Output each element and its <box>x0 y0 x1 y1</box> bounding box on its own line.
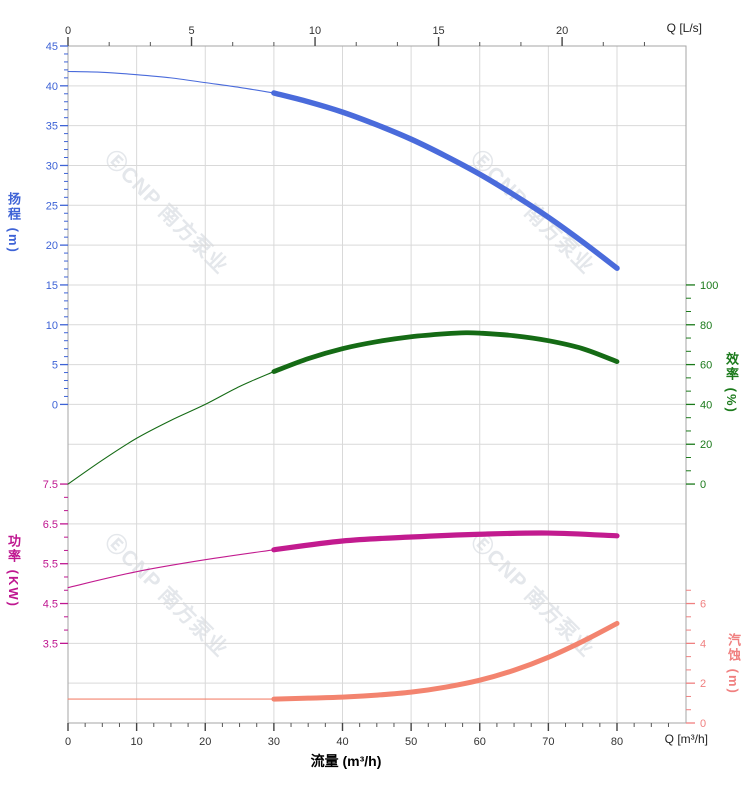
gridlines <box>68 46 686 723</box>
head-tick-label: 0 <box>52 399 58 411</box>
top-axis-unit: Q [L/s] <box>666 21 702 35</box>
head-tick-label: 35 <box>46 121 58 133</box>
power-tick-label: 3.5 <box>43 638 58 650</box>
eff-tick-label: 0 <box>700 479 706 491</box>
top-tick-label: 5 <box>188 25 194 37</box>
head-curve <box>67 70 620 271</box>
eff-axis: 100 80 60 40 20 0 <box>686 280 718 491</box>
power-curve-thick <box>271 530 620 553</box>
eff-tick-label: 60 <box>700 360 712 372</box>
bottom-axis: 0 10 20 30 40 50 60 70 80 <box>65 723 669 748</box>
head-tick-label: 40 <box>46 81 58 93</box>
top-axis: 0 5 10 15 20 <box>65 25 645 46</box>
head-axis: 45 40 35 30 25 20 15 10 5 0 <box>46 41 68 411</box>
power-curve-thin <box>67 549 275 589</box>
efficiency-curve-thick <box>271 330 620 374</box>
npsh-axis: 6 4 2 0 <box>686 589 706 730</box>
head-tick-label: 25 <box>46 200 58 212</box>
eff-tick-label: 40 <box>700 399 712 411</box>
bottom-axis-unit: Q [m³/h] <box>664 732 708 746</box>
bottom-tick-label: 40 <box>336 736 348 748</box>
efficiency-curve-thin <box>67 371 275 485</box>
head-tick-label: 10 <box>46 320 58 332</box>
npsh-tick-label: 6 <box>700 599 706 611</box>
bottom-tick-label: 20 <box>199 736 211 748</box>
bottom-tick-label: 60 <box>474 736 486 748</box>
head-tick-label: 5 <box>52 360 58 372</box>
eff-tick-label: 100 <box>700 280 718 292</box>
bottom-tick-label: 70 <box>542 736 554 748</box>
head-tick-label: 30 <box>46 160 58 172</box>
head-axis-label: 扬程 (m) <box>6 192 21 254</box>
eff-tick-label: 80 <box>700 320 712 332</box>
head-tick-label: 45 <box>46 41 58 53</box>
head-tick-label: 15 <box>46 280 58 292</box>
power-tick-label: 5.5 <box>43 559 58 571</box>
bottom-tick-label: 10 <box>131 736 143 748</box>
bottom-tick-label: 0 <box>65 736 71 748</box>
bottom-tick-label: 80 <box>611 736 623 748</box>
top-tick-label: 0 <box>65 25 71 37</box>
plot-border <box>67 45 687 724</box>
npsh-curve <box>67 620 620 702</box>
power-tick-label: 4.5 <box>43 599 58 611</box>
power-tick-label: 6.5 <box>43 519 58 531</box>
top-tick-label: 15 <box>432 25 444 37</box>
power-axis: 7.5 6.5 5.5 4.5 3.5 <box>43 479 68 650</box>
head-curve-thin <box>67 70 275 94</box>
power-axis-label: 功率 (KW) <box>6 534 21 608</box>
npsh-curve-thick <box>271 620 620 702</box>
eff-axis-label: 效率 (%) <box>724 352 739 414</box>
top-tick-label: 10 <box>309 25 321 37</box>
npsh-tick-label: 4 <box>700 638 706 650</box>
npsh-tick-label: 0 <box>700 718 706 730</box>
power-tick-label: 7.5 <box>43 479 58 491</box>
bottom-tick-label: 50 <box>405 736 417 748</box>
npsh-tick-label: 2 <box>700 678 706 690</box>
bottom-tick-label: 30 <box>268 736 280 748</box>
head-tick-label: 20 <box>46 240 58 252</box>
efficiency-curve <box>67 330 620 485</box>
flow-axis-label: 流量 (m³/h) <box>310 753 382 769</box>
eff-tick-label: 20 <box>700 439 712 451</box>
top-tick-label: 20 <box>556 25 568 37</box>
npsh-axis-label: 汽蚀 (m) <box>726 633 741 695</box>
head-curve-thick <box>271 90 620 271</box>
power-curve <box>67 530 620 589</box>
